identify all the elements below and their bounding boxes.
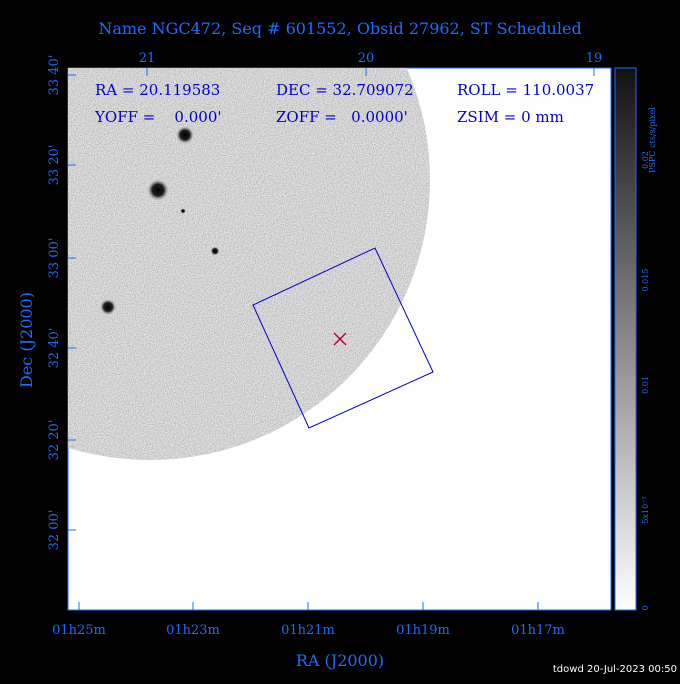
left-tick-label: 33 20' [47, 145, 62, 186]
info-dec: DEC = 32.709072 [276, 81, 414, 99]
colorbar-tick-label: 0.02 [641, 151, 650, 169]
colorbar [614, 67, 637, 611]
source [146, 178, 170, 202]
colorbar-tick-label: 0.015 [641, 269, 650, 292]
info: RA = 20.119583 DEC = 32.709072 ROLL = 11… [94, 81, 594, 126]
colorbar-title: PSPC cts/s/pixel [648, 107, 657, 173]
info-ra: RA = 20.119583 [95, 81, 220, 99]
source [99, 298, 117, 316]
info-zoff: ZOFF = 0.0000' [276, 108, 408, 126]
bottom-tick-label: 01h17m [511, 623, 565, 638]
source [210, 246, 220, 256]
colorbar-tick-label: 5x10⁻³ [641, 496, 650, 523]
bottom-tick-label: 01h25m [52, 623, 106, 638]
info-roll: ROLL = 110.0037 [457, 81, 594, 99]
colorbar-tick-label: 0.01 [641, 376, 650, 394]
target-marker [333, 332, 347, 346]
top-tick-label: 20 [358, 51, 375, 66]
detector-box [252, 247, 434, 429]
bottom-tick-label: 01h21m [281, 623, 335, 638]
colorbar-tick-label: 0 [641, 605, 650, 610]
bottom-tick-label: 01h19m [396, 623, 450, 638]
left-tick-label: 33 40' [47, 55, 62, 96]
top-tick-label: 21 [139, 51, 156, 66]
left-tick-label: 32 20' [47, 420, 62, 461]
footer: tdowd 20-Jul-2023 00:50 [553, 664, 677, 675]
x-axis-title: RA (J2000) [296, 651, 384, 670]
y-axis-title: Dec (J2000) [17, 292, 36, 388]
left-tick-label: 33 00' [47, 238, 62, 279]
left-tick-label: 32 40' [47, 328, 62, 369]
source [175, 125, 195, 145]
noise [68, 68, 430, 460]
axis-labels: 21 20 19 33 40' 33 20' 33 00' 32 40' 32 20' 32 0… [47, 51, 650, 638]
info-yoff: YOFF = 0.000' [94, 108, 222, 126]
info-zsim: ZSIM = 0 mm [457, 108, 564, 126]
source [180, 208, 186, 214]
top-tick-label: 19 [586, 51, 603, 66]
sky-image [68, 68, 430, 460]
bottom-tick-label: 01h23m [166, 623, 220, 638]
title: Name NGC472, Seq # 601552, Obsid 27962, … [98, 19, 581, 38]
left-tick-label: 32 00' [47, 510, 62, 551]
